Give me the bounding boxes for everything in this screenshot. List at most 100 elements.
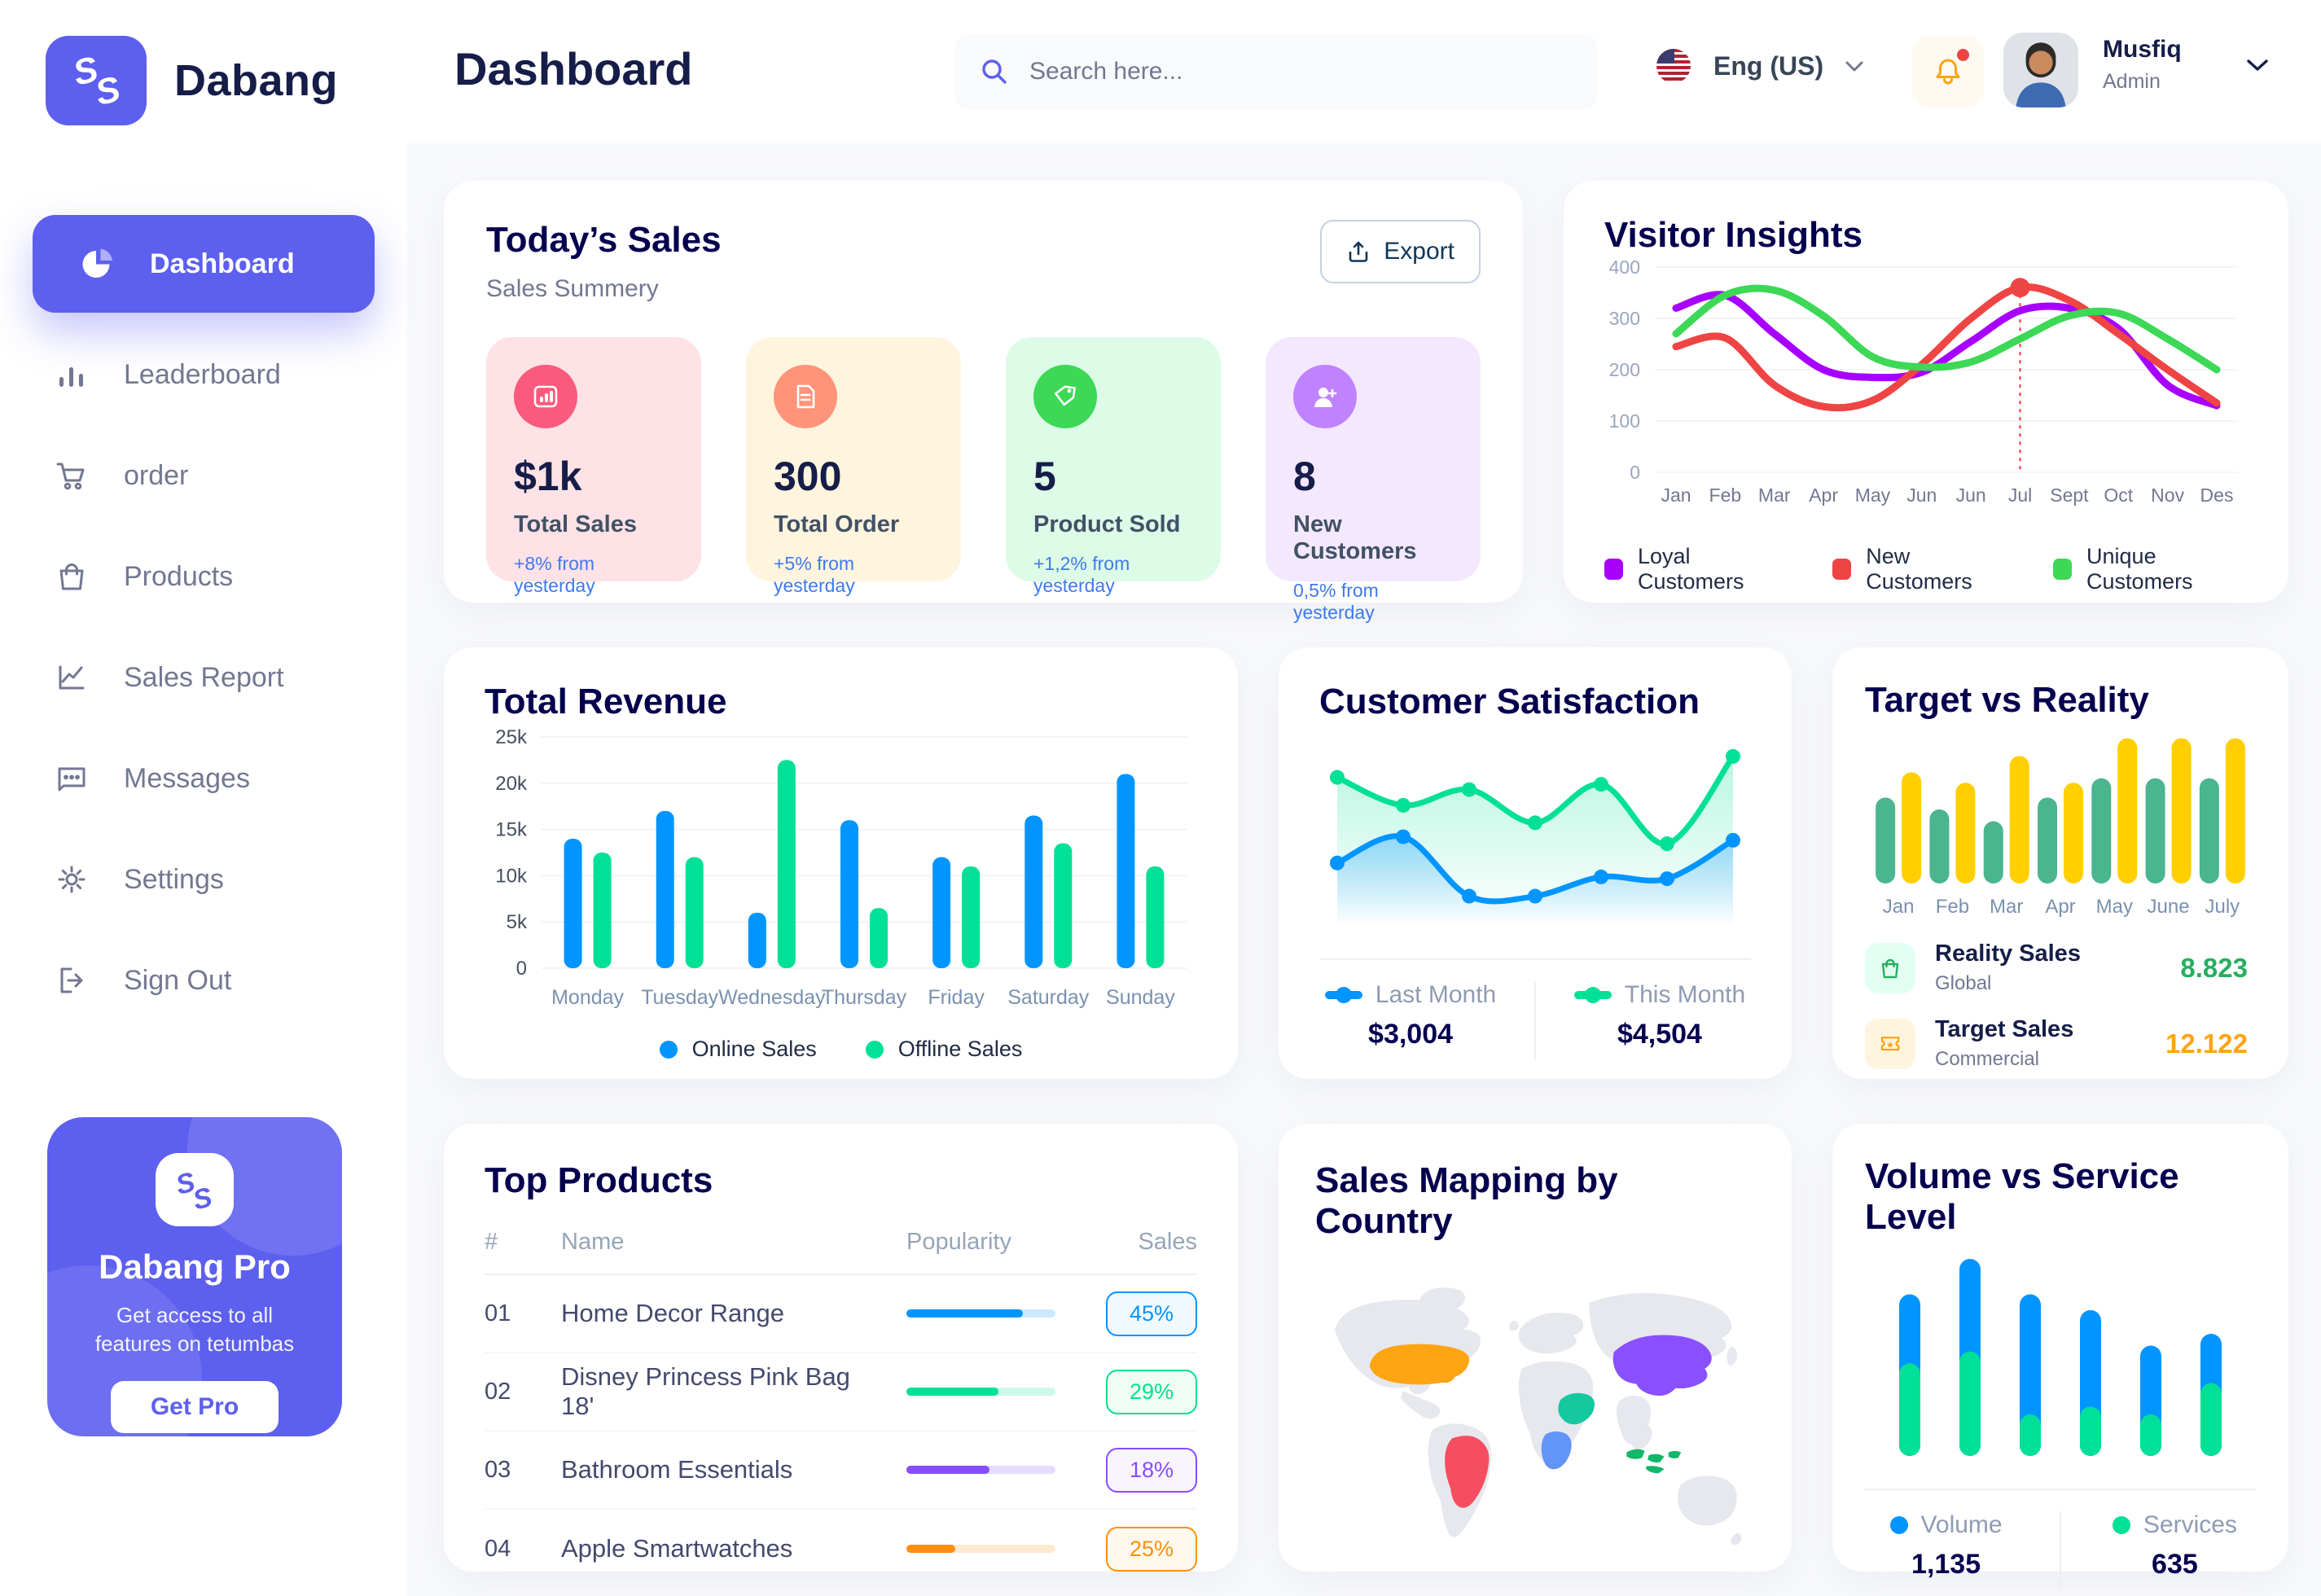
top-products-card: Top Products # Name Popularity Sales 01 H… bbox=[444, 1124, 1238, 1572]
product-number: 04 bbox=[485, 1535, 511, 1562]
legend-group-this-month: This Month $4,504 bbox=[1569, 981, 1751, 1050]
divider bbox=[1319, 958, 1751, 960]
logo-glyph-icon: S S bbox=[69, 49, 125, 113]
svg-text:Apr: Apr bbox=[2045, 896, 2075, 918]
svg-text:May: May bbox=[2096, 896, 2133, 918]
legend-label: Offline Sales bbox=[897, 1037, 1023, 1061]
map-country-united-states[interactable] bbox=[1369, 1344, 1470, 1385]
tag-icon bbox=[1033, 365, 1097, 428]
product-name: Apple Smartwatches bbox=[561, 1534, 793, 1563]
sidebar-item-dashboard[interactable]: Dashboard bbox=[33, 215, 375, 313]
product-name: Bathroom Essentials bbox=[561, 1455, 793, 1484]
svg-text:Mar: Mar bbox=[1758, 484, 1791, 506]
map-country-saudi-arabia[interactable] bbox=[1558, 1392, 1595, 1425]
volume-vs-service-title: Volume vs Service Level bbox=[1865, 1156, 2179, 1237]
sidebar-item-label: Dashboard bbox=[150, 248, 295, 279]
shopping-bag-icon bbox=[52, 557, 91, 596]
column-header: Popularity bbox=[906, 1229, 1011, 1255]
legend-marker bbox=[1324, 991, 1362, 999]
todays-sales-subtitle: Sales Summery bbox=[486, 275, 659, 302]
pro-card-title: Dabang Pro bbox=[99, 1247, 291, 1286]
popularity-bar bbox=[906, 1309, 1055, 1318]
page-title: Dashboard bbox=[454, 43, 693, 94]
notifications-button[interactable] bbox=[1912, 36, 1984, 107]
table-row: 03 Bathroom Essentials 18% bbox=[485, 1432, 1197, 1510]
legend-label: Loyal Customers bbox=[1638, 544, 1744, 594]
svg-text:May: May bbox=[1855, 484, 1891, 506]
stat-label: Total Order bbox=[774, 511, 900, 537]
visitor-insights-chart: 400 300 200 100 0 Jan Feb Mar Apr May Jun Jun Jul Sep… bbox=[1609, 256, 2238, 506]
search-input[interactable] bbox=[1029, 58, 1573, 86]
legend-value: $4,504 bbox=[1617, 1019, 1702, 1050]
stat-label: Product Sold bbox=[1033, 511, 1181, 537]
legend-value: 1,135 bbox=[1911, 1549, 1981, 1580]
legend-item: Loyal Customers bbox=[1604, 544, 1784, 594]
legend-label: New Customers bbox=[1866, 544, 1972, 594]
popularity-bar bbox=[906, 1388, 1055, 1396]
stat-delta: +1,2% from yesterday bbox=[1033, 553, 1130, 596]
total-revenue-legend: Online Sales Offline Sales bbox=[485, 1037, 1197, 1062]
upload-icon bbox=[1349, 241, 1368, 262]
reality-sales-legend: Reality Sales Global 8.823 bbox=[1865, 940, 2256, 995]
svg-text:Jan: Jan bbox=[1883, 896, 1915, 918]
svg-text:Monday: Monday bbox=[551, 986, 624, 1009]
avatar[interactable] bbox=[2003, 33, 2078, 107]
language-selector[interactable]: Eng (US) bbox=[1655, 47, 1864, 85]
brand-logo: S S Dabang bbox=[0, 0, 407, 125]
search-bar bbox=[954, 34, 1598, 109]
svg-text:25k: 25k bbox=[495, 726, 528, 748]
sidebar-item-sales-report[interactable]: Sales Report bbox=[0, 638, 407, 717]
svg-text:10k: 10k bbox=[495, 865, 528, 887]
total-revenue-chart: 0 5k 10k 15k 20k 25k Monday Tuesday WednesdayThu… bbox=[495, 726, 1187, 1009]
stat-delta: +5% from yesterday bbox=[774, 553, 855, 596]
table-row: 04 Apple Smartwatches 25% bbox=[485, 1510, 1197, 1588]
brand-logo-icon: S S bbox=[46, 36, 147, 125]
legend-value: 635 bbox=[2152, 1549, 2198, 1580]
target-vs-reality-card: Target vs Reality Jan Feb Mar Apr May June Jul… bbox=[1832, 647, 2288, 1079]
popularity-bar-fill bbox=[906, 1309, 1023, 1318]
sidebar-item-order[interactable]: order bbox=[0, 436, 407, 515]
popularity-bar bbox=[906, 1466, 1055, 1474]
sidebar-item-leaderboard[interactable]: Leaderboard bbox=[0, 335, 407, 414]
profile-menu-button[interactable] bbox=[2246, 59, 2269, 77]
sidebar-item-label: order bbox=[124, 459, 189, 491]
divider bbox=[1865, 1489, 2256, 1490]
stat-value: 5 bbox=[1033, 454, 1056, 499]
volume-vs-service-chart bbox=[1899, 1259, 2222, 1456]
legend-item: Online Sales bbox=[659, 1037, 817, 1062]
sidebar-item-settings[interactable]: Settings bbox=[0, 840, 407, 919]
sales-badge: 29% bbox=[1106, 1369, 1197, 1414]
total-revenue-title: Total Revenue bbox=[485, 682, 727, 721]
target-vs-reality-title: Target vs Reality bbox=[1865, 680, 2149, 720]
sidebar-item-products[interactable]: Products bbox=[0, 537, 407, 616]
language-label: Eng (US) bbox=[1713, 50, 1824, 81]
svg-text:Apr: Apr bbox=[1809, 484, 1838, 506]
popularity-bar-fill bbox=[906, 1388, 999, 1396]
legend-dot bbox=[1889, 1516, 1908, 1534]
map-country-brazil[interactable] bbox=[1445, 1436, 1490, 1508]
map-country-china[interactable] bbox=[1612, 1335, 1712, 1396]
legend-item: Unique Customers bbox=[2053, 544, 2248, 594]
legend-dot bbox=[865, 1040, 884, 1059]
customer-satisfaction-title: Customer Satisfaction bbox=[1319, 682, 1700, 721]
legend-swatch bbox=[1832, 559, 1852, 580]
map-country-indonesia[interactable] bbox=[1626, 1449, 1682, 1474]
sidebar-item-sign-out[interactable]: Sign Out bbox=[0, 941, 407, 1019]
export-button[interactable]: Export bbox=[1320, 220, 1481, 283]
svg-text:100: 100 bbox=[1609, 410, 1640, 432]
sidebar-item-messages[interactable]: Messages bbox=[0, 739, 407, 818]
legend-value: $3,004 bbox=[1368, 1019, 1454, 1050]
map-country-dr-congo[interactable] bbox=[1541, 1431, 1572, 1470]
get-pro-button[interactable]: Get Pro bbox=[111, 1381, 279, 1434]
customer-satisfaction-card: Customer Satisfaction Last Month $3,004 … bbox=[1279, 647, 1792, 1079]
todays-sales-card: Today’s Sales Sales Summery Export $1k T… bbox=[444, 181, 1523, 623]
svg-text:5k: 5k bbox=[507, 911, 528, 933]
product-name: Disney Princess Pink Bag 18' bbox=[561, 1362, 850, 1420]
line-chart-icon bbox=[52, 658, 91, 697]
volume-vs-service-legend: Volume 1,135 Services 635 bbox=[1865, 1511, 2256, 1589]
svg-text:June: June bbox=[2148, 896, 2190, 918]
legend-label: Target Sales bbox=[1935, 1016, 2074, 1042]
sales-chart-icon bbox=[514, 365, 577, 428]
brand-name: Dabang bbox=[174, 56, 339, 105]
